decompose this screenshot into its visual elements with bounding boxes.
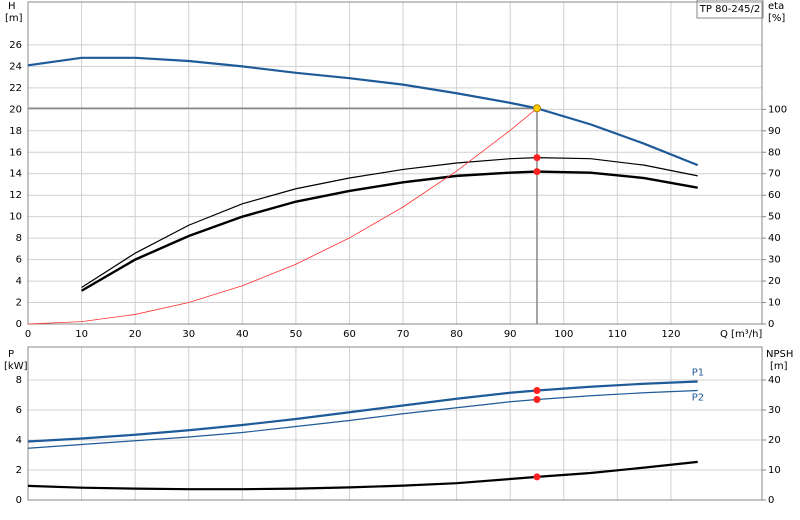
plot-frame	[27, 346, 763, 501]
duty-point	[533, 396, 541, 403]
y2-tick-label: 0	[768, 319, 774, 330]
y-tick-label: 24	[9, 61, 22, 72]
y-tick-label: 0	[16, 495, 22, 506]
y2-tick-label: 10	[768, 298, 781, 309]
y-tick-label: 16	[9, 147, 22, 158]
y2-tick-label: 20	[768, 435, 781, 446]
y2-tick-label: 60	[768, 190, 781, 201]
y-tick-label: 2	[16, 298, 22, 309]
x-tick-label: 0	[25, 329, 31, 340]
duty-point	[533, 168, 541, 176]
x-label: Q [m³/h]	[720, 329, 762, 340]
y-tick-label: 14	[9, 169, 22, 180]
x-tick-label: 40	[236, 329, 249, 340]
x-tick-label: 50	[290, 329, 303, 340]
y2-label: eta	[768, 1, 784, 12]
x-tick-label: 120	[661, 329, 680, 340]
y2-tick-label: 20	[768, 276, 781, 287]
curve	[27, 460, 698, 491]
duty-point	[533, 473, 541, 481]
y-tick-label: 22	[9, 83, 22, 94]
curve-label: P1	[692, 368, 704, 379]
y2-tick-label: 10	[768, 465, 781, 476]
y-tick-label: 8	[16, 233, 22, 244]
y2-tick-label: 40	[768, 375, 781, 386]
curve	[27, 56, 699, 167]
badge-box	[696, 0, 764, 19]
x-tick-label: 90	[504, 329, 517, 340]
y2-tick-label: 30	[768, 255, 781, 266]
y2-tick-label: 0	[768, 495, 774, 506]
x-tick-label: 70	[397, 329, 410, 340]
x-tick-label: 80	[450, 329, 463, 340]
y2-tick-label: 50	[768, 212, 781, 223]
y-tick-label: 20	[9, 104, 22, 115]
y-tick-label: 18	[9, 126, 22, 137]
x-tick-label: 10	[75, 329, 88, 340]
y-label: H	[8, 1, 16, 12]
curve	[27, 389, 698, 449]
y-tick-label: 0	[16, 319, 22, 330]
x-tick-label: 30	[182, 329, 195, 340]
x-tick-label: 110	[608, 329, 627, 340]
y2-unit: [m]	[770, 361, 788, 372]
y-tick-label: 8	[16, 375, 22, 386]
y2-tick-label: 40	[768, 233, 781, 244]
badge: TP 80-245/2	[699, 4, 760, 15]
duty-point	[532, 104, 541, 113]
y2-tick-label: 30	[768, 405, 781, 416]
y-tick-label: 12	[9, 190, 22, 201]
y-tick-label: 2	[16, 465, 22, 476]
y-tick-label: 4	[16, 435, 22, 446]
y-unit: [m]	[5, 13, 23, 24]
y2-tick-label: 100	[768, 104, 787, 115]
x-tick-label: 20	[129, 329, 142, 340]
y-tick-label: 6	[16, 255, 22, 266]
duty-point	[533, 154, 541, 162]
y2-tick-label: 80	[768, 147, 781, 158]
curve	[80, 170, 698, 292]
y2-unit: [%]	[768, 13, 785, 24]
curve-label: P2	[692, 393, 704, 404]
curve	[27, 107, 538, 325]
y2-tick-label: 70	[768, 169, 781, 180]
y-tick-label: 10	[9, 212, 22, 223]
y-unit: [kW]	[4, 361, 28, 372]
y2-tick-label: 90	[768, 126, 781, 137]
y-tick-label: 26	[9, 40, 22, 51]
curve	[81, 157, 698, 289]
y-tick-label: 6	[16, 405, 22, 416]
x-tick-label: 60	[343, 329, 356, 340]
x-tick-label: 100	[554, 329, 573, 340]
curve	[27, 380, 698, 443]
y2-label: NPSH	[766, 349, 793, 360]
y-tick-label: 4	[16, 276, 22, 287]
duty-point	[533, 387, 541, 394]
y-label: P	[8, 349, 14, 360]
plot-frame	[27, 1, 763, 325]
